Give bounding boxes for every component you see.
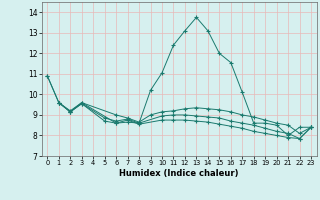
X-axis label: Humidex (Indice chaleur): Humidex (Indice chaleur)	[119, 169, 239, 178]
